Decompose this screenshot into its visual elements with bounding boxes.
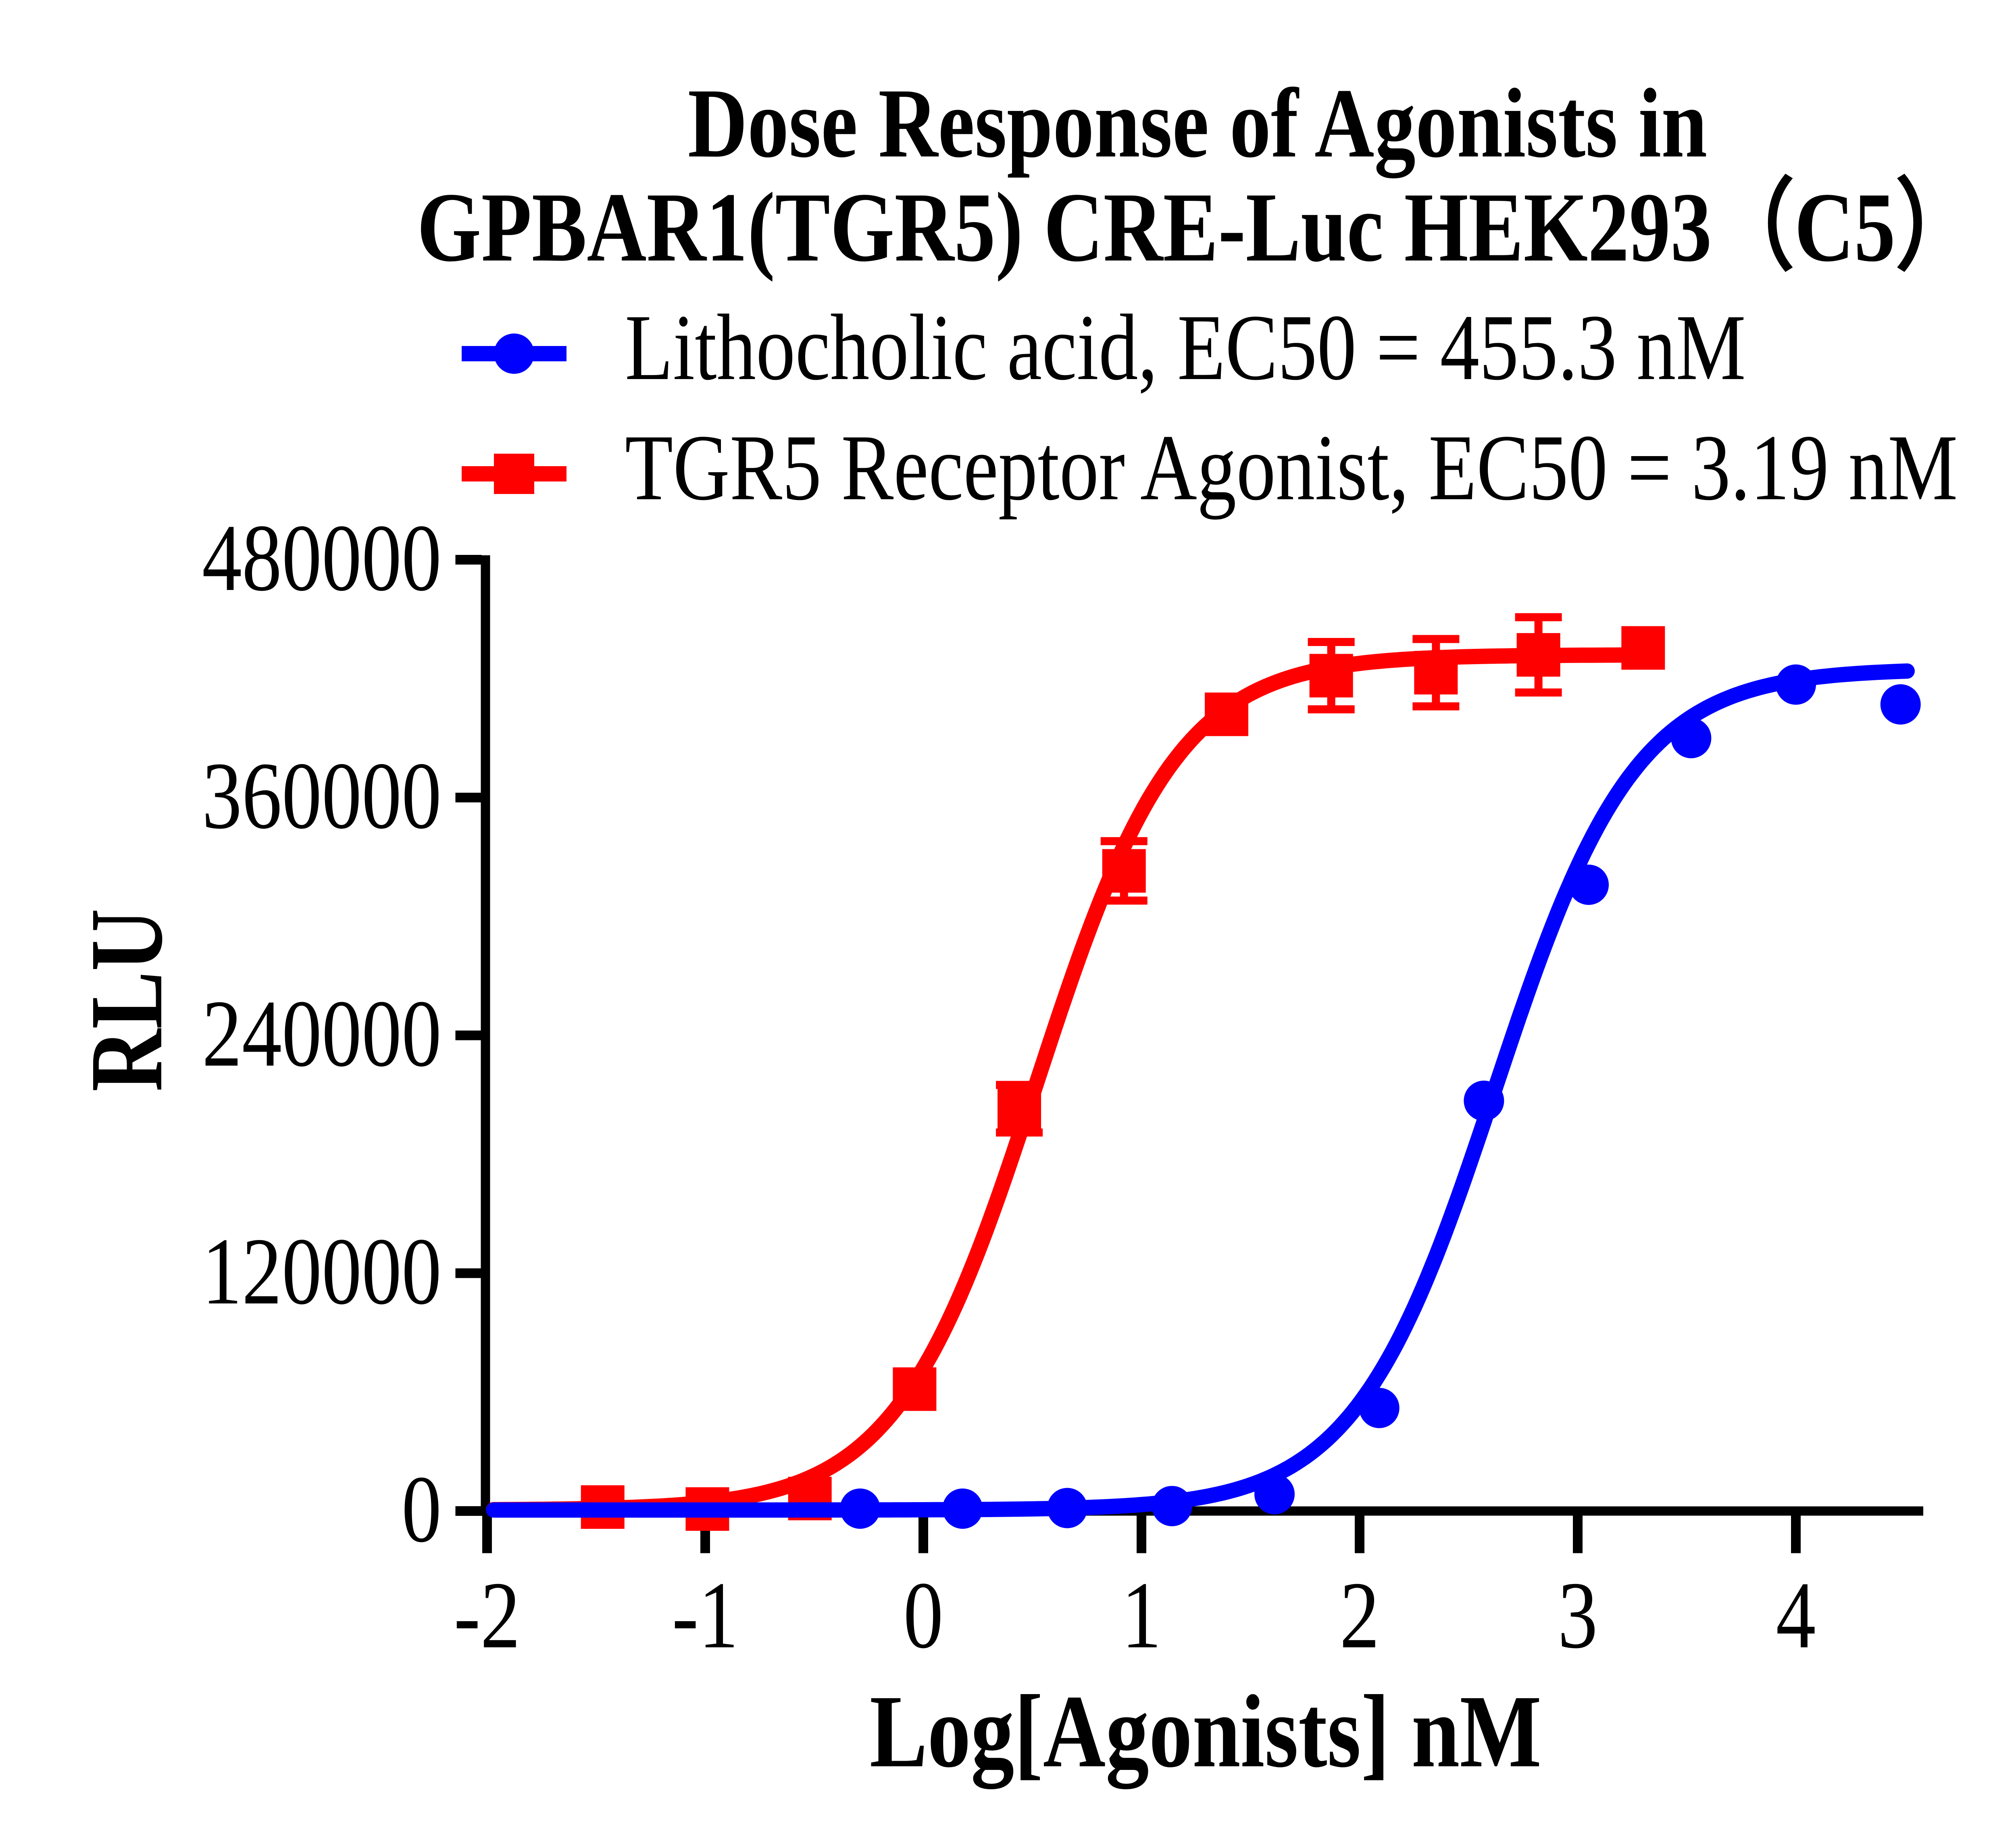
legend-item-lithocholic-acid: Lithocholic acid, EC50 = 455.3 nM	[462, 295, 1746, 400]
x-tick-label: 2	[1340, 1562, 1380, 1668]
data-point-circle	[1568, 864, 1609, 905]
data-series	[486, 613, 1921, 1531]
y-tick-label: 480000	[202, 505, 442, 611]
legend-item-tgr5-agonist: TGR5 Receptor Agonist, EC50 = 3.19 nM	[462, 415, 1958, 520]
data-point-square	[1102, 849, 1146, 893]
chart-title-line1: Dose Response of Agonists in	[688, 68, 1707, 179]
legend-square-marker-icon	[494, 454, 534, 494]
x-tick-label: 1	[1122, 1562, 1162, 1668]
y-tick-label: 360000	[202, 743, 442, 849]
x-tick-label: 4	[1776, 1562, 1816, 1668]
x-tick-label: -2	[454, 1562, 521, 1668]
x-tick-label: -1	[672, 1562, 739, 1668]
data-point-circle	[1671, 718, 1712, 759]
y-tick-label: 120000	[202, 1218, 442, 1324]
data-point-square	[1516, 633, 1560, 677]
x-axis-title: Log[Agonists] nM	[870, 1674, 1541, 1789]
legend-label: TGR5 Receptor Agonist, EC50 = 3.19 nM	[625, 415, 1958, 520]
data-point-square	[1204, 692, 1248, 736]
dose-response-curve	[486, 663, 1915, 1518]
data-point-circle	[942, 1488, 983, 1529]
y-tick-label: 0	[402, 1456, 442, 1562]
series-tgr5-receptor-agonist	[486, 613, 1665, 1531]
dose-response-curve	[486, 647, 1649, 1517]
data-point-circle	[1464, 1080, 1504, 1121]
y-axis-title: RLU	[69, 909, 184, 1092]
series-lithocholic-acid	[486, 663, 1921, 1529]
data-point-square	[1414, 651, 1458, 695]
data-point-circle	[1776, 664, 1816, 705]
chart-title-line2: GPBAR1(TGR5) CRE-Luc HEK293（C5）	[417, 172, 1978, 282]
data-point-circle	[840, 1488, 881, 1529]
x-tick-label: 3	[1558, 1562, 1598, 1668]
data-point-circle	[1880, 684, 1921, 725]
data-point-square	[893, 1367, 937, 1411]
x-tick-label: 0	[904, 1562, 943, 1668]
data-point-circle	[1152, 1486, 1192, 1526]
y-tick-label: 240000	[202, 981, 442, 1087]
data-point-circle	[1254, 1474, 1295, 1515]
legend-label: Lithocholic acid, EC50 = 455.3 nM	[625, 295, 1746, 400]
data-point-square	[1309, 654, 1353, 698]
data-point-square	[1621, 626, 1665, 670]
data-point-square	[998, 1087, 1041, 1131]
legend-circle-marker-icon	[494, 333, 534, 374]
data-point-circle	[1047, 1488, 1088, 1528]
axes: 0 120000 240000 360000 480000 -2 -1 0 1 2 3 4	[202, 505, 1923, 1668]
data-point-circle	[1359, 1388, 1400, 1428]
legend: Lithocholic acid, EC50 = 455.3 nM TGR5 R…	[462, 295, 1958, 520]
